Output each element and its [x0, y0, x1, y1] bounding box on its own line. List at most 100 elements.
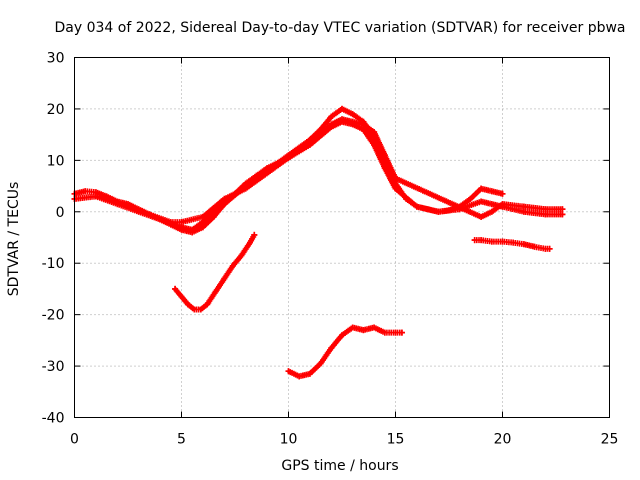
data-point: [317, 360, 324, 367]
data-point: [229, 262, 236, 269]
series-main-track-a: [71, 105, 506, 236]
data-point: [199, 219, 206, 226]
data-point: [296, 373, 303, 380]
data-point: [114, 201, 121, 208]
data-point: [191, 306, 198, 313]
series-morning-dip: [172, 231, 258, 313]
plot-frame: [74, 57, 610, 418]
data-point: [392, 185, 399, 192]
chart-title: Day 034 of 2022, Sidereal Day-to-day VTE…: [54, 20, 625, 36]
data-point: [251, 231, 258, 238]
y-tick-label: -20: [42, 308, 65, 324]
y-tick-label: -10: [42, 256, 65, 272]
data-point: [135, 208, 142, 215]
series-evening-offset: [471, 237, 553, 252]
series-trace: [172, 231, 258, 313]
data-point: [392, 329, 399, 336]
x-tick-label: 20: [494, 432, 512, 448]
data-point: [339, 332, 345, 339]
data-point: [520, 241, 527, 248]
x-axis: 0 5 10 15 20 25: [70, 57, 619, 448]
data-point: [488, 201, 495, 208]
data-point: [381, 329, 388, 336]
data-point: [413, 203, 420, 210]
data-point: [360, 121, 367, 128]
y-tick-label: 20: [47, 102, 65, 118]
data-point: [349, 118, 356, 125]
data-point: [531, 243, 538, 250]
series-main-track-c: [146, 116, 566, 226]
data-point: [328, 345, 335, 352]
data-point: [221, 275, 228, 282]
data-point: [242, 185, 249, 192]
data-point: [189, 226, 196, 233]
data-point: [488, 238, 495, 245]
data-point: [392, 175, 399, 182]
series-midday-dip: [285, 324, 405, 380]
data-point: [328, 121, 335, 128]
data-point: [546, 245, 553, 252]
data-point: [499, 201, 506, 208]
data-point: [542, 211, 549, 218]
data-point: [360, 126, 367, 133]
data-point: [204, 301, 211, 308]
y-tick-label: -30: [42, 359, 65, 375]
data-point: [471, 237, 478, 244]
data-point: [125, 201, 131, 208]
y-axis: -40 -30 -20 -10 0 10 20 30: [42, 51, 610, 427]
data-point: [488, 188, 495, 195]
y-tick-label: -40: [42, 411, 65, 427]
data-point: [520, 203, 527, 210]
data-point: [306, 370, 313, 377]
data-point: [467, 195, 474, 202]
data-point: [221, 201, 228, 208]
data-point: [559, 211, 566, 218]
data-point: [199, 224, 206, 231]
x-tick-label: 25: [601, 432, 619, 448]
data-point: [178, 219, 185, 226]
data-point: [371, 129, 378, 136]
data-point: [478, 198, 485, 205]
x-tick-label: 0: [70, 432, 79, 448]
data-point: [478, 185, 485, 192]
data-point: [167, 219, 174, 226]
data-point: [317, 131, 324, 138]
data-point: [349, 111, 356, 118]
data-point: [172, 285, 179, 292]
data-point: [103, 193, 110, 200]
data-point: [197, 306, 204, 313]
data-point: [398, 329, 405, 336]
data-point: [285, 368, 292, 375]
data-point: [371, 141, 378, 148]
series-trace: [71, 105, 506, 236]
y-tick-label: 0: [56, 205, 65, 221]
grid-lines: [74, 57, 610, 418]
data-point: [478, 237, 485, 244]
y-tick-label: 30: [47, 51, 65, 67]
data-point: [381, 152, 388, 159]
y-axis-label: SDTVAR / TECUs: [6, 182, 22, 297]
data-point: [499, 190, 506, 197]
x-tick-label: 15: [387, 432, 405, 448]
data-point: [92, 193, 99, 200]
x-tick-label: 10: [280, 432, 298, 448]
data-point: [146, 211, 153, 218]
data-point: [542, 206, 549, 213]
data-point: [178, 224, 185, 231]
data-point: [339, 116, 345, 123]
data-point: [510, 239, 517, 246]
data-point: [381, 165, 388, 172]
data-point: [339, 105, 345, 112]
data-point: [371, 324, 378, 331]
data-point: [212, 288, 219, 295]
data-point: [478, 213, 485, 220]
data-point: [199, 213, 206, 220]
data-point: [360, 327, 367, 334]
data-point: [488, 208, 495, 215]
data-point: [559, 206, 566, 213]
data-point: [221, 195, 228, 202]
data-points: [71, 105, 566, 380]
y-tick-label: 10: [47, 153, 65, 169]
x-axis-label: GPS time / hours: [281, 458, 398, 474]
